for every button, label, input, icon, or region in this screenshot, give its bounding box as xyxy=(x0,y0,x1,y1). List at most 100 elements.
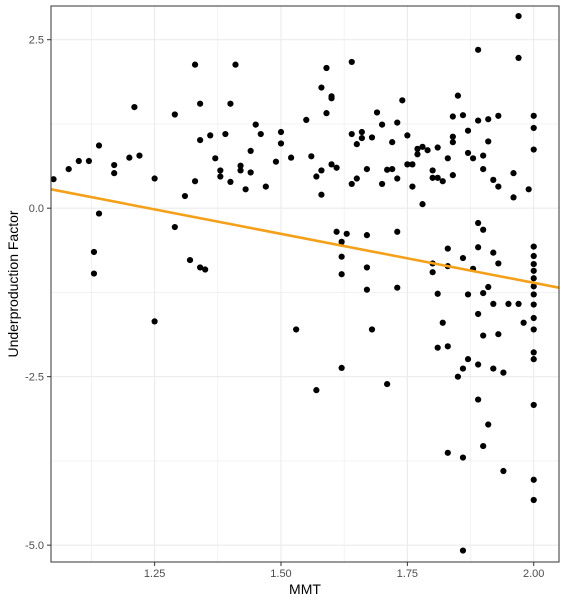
data-point xyxy=(495,112,502,119)
data-point xyxy=(358,128,365,136)
data-point xyxy=(434,344,441,351)
data-point xyxy=(475,396,482,403)
data-point xyxy=(353,175,360,182)
data-point xyxy=(363,232,371,239)
data-point xyxy=(449,139,456,146)
data-point xyxy=(475,117,482,124)
data-point xyxy=(530,124,537,132)
data-point xyxy=(530,267,537,274)
data-point xyxy=(530,301,537,308)
data-point xyxy=(338,271,345,278)
data-point xyxy=(469,155,477,162)
data-point xyxy=(353,141,360,148)
data-point xyxy=(459,365,467,372)
data-point xyxy=(510,194,517,201)
plot-border-rect xyxy=(50,5,560,563)
data-point xyxy=(490,300,497,307)
data-point xyxy=(434,144,441,151)
data-point xyxy=(323,110,330,117)
data-point xyxy=(530,283,537,290)
y-tick-label: -2.5 xyxy=(25,372,44,384)
data-point xyxy=(485,138,492,145)
data-point xyxy=(530,356,537,363)
data-point xyxy=(151,318,158,325)
data-point xyxy=(480,152,487,159)
data-point xyxy=(111,170,118,177)
data-point xyxy=(217,167,224,174)
data-point xyxy=(439,319,446,326)
x-tick-label: 1.50 xyxy=(270,568,291,580)
data-point xyxy=(409,183,416,190)
data-point xyxy=(414,145,421,152)
data-point xyxy=(358,134,365,142)
data-point xyxy=(444,155,451,162)
data-point xyxy=(459,112,467,119)
y-tick-label: 2.5 xyxy=(29,35,44,47)
y-axis-ticks: 2.5 0.0 -2.5 -5.0 xyxy=(25,35,51,552)
data-point xyxy=(490,249,497,256)
data-point xyxy=(171,223,178,231)
data-point xyxy=(449,172,456,179)
data-point xyxy=(287,154,295,161)
data-point xyxy=(303,116,310,123)
data-point xyxy=(394,119,401,126)
data-point xyxy=(459,547,467,554)
trend-line-group xyxy=(50,188,560,289)
data-point xyxy=(328,93,335,100)
data-point xyxy=(510,170,517,177)
data-point xyxy=(530,476,537,483)
data-point xyxy=(530,146,537,153)
y-tick-label: -5.0 xyxy=(25,540,44,552)
data-point xyxy=(394,228,401,235)
data-point xyxy=(318,191,325,198)
data-point xyxy=(338,253,345,260)
data-point xyxy=(136,152,143,159)
data-point xyxy=(464,149,472,157)
data-point xyxy=(530,401,537,409)
data-point xyxy=(227,178,234,185)
data-point xyxy=(530,252,537,260)
x-tick-label: 1.75 xyxy=(397,568,418,580)
data-point xyxy=(444,343,451,350)
data-point xyxy=(520,319,527,326)
data-point xyxy=(480,226,487,233)
data-point xyxy=(318,167,325,174)
data-point xyxy=(151,175,158,182)
data-point xyxy=(419,143,426,150)
data-point xyxy=(95,142,103,149)
data-point xyxy=(191,61,199,68)
data-point xyxy=(475,310,482,318)
data-point xyxy=(530,243,537,250)
data-point xyxy=(131,103,138,111)
plot-background xyxy=(51,6,559,562)
data-point xyxy=(449,113,456,120)
data-point xyxy=(454,92,462,99)
data-point xyxy=(500,467,507,475)
data-point xyxy=(480,332,487,339)
data-point xyxy=(95,210,103,217)
data-point xyxy=(429,269,436,276)
data-point xyxy=(247,147,254,154)
data-point xyxy=(126,154,133,161)
data-point xyxy=(313,387,320,394)
data-point xyxy=(222,130,229,138)
data-point xyxy=(419,201,426,208)
data-point xyxy=(111,161,118,169)
data-point xyxy=(429,167,436,174)
data-point xyxy=(197,100,204,107)
data-point xyxy=(257,130,264,138)
data-point xyxy=(459,254,467,262)
data-point xyxy=(480,289,487,297)
data-point xyxy=(363,264,371,271)
y-tick-label: 0.0 xyxy=(29,203,44,215)
data-point xyxy=(394,284,401,291)
data-point xyxy=(252,121,259,128)
data-point xyxy=(181,192,189,200)
data-point xyxy=(409,161,416,168)
data-point xyxy=(475,46,482,53)
data-point xyxy=(207,132,214,139)
data-point xyxy=(414,151,421,158)
data-point xyxy=(530,112,537,119)
data-point xyxy=(434,174,441,181)
data-point xyxy=(449,133,456,140)
